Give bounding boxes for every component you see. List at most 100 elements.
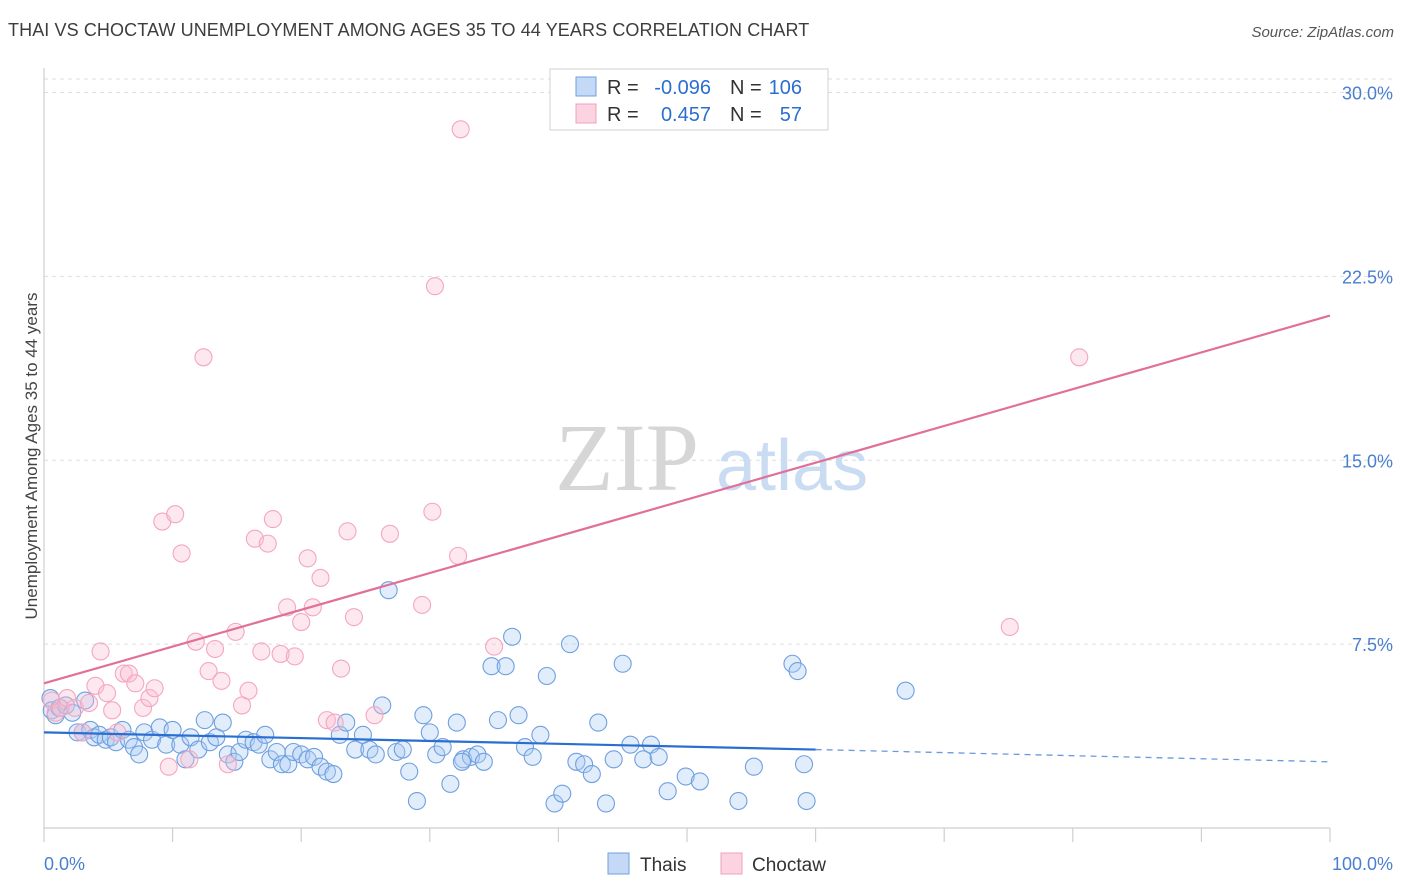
choctaw-point [97,684,117,703]
y-tick-label: 22.5% [1342,267,1393,287]
thais-point [545,794,564,813]
thais-point [366,745,385,764]
choctaw-point [108,723,127,742]
legend-choctaw-swatch [575,103,597,124]
thais-point [604,750,623,769]
thais-point [503,627,522,646]
choctaw-point [205,639,225,659]
choctaw-point [133,698,153,717]
choctaw-point [1070,348,1089,367]
thais-point [441,774,460,793]
watermark-zip: ZIP [555,404,699,511]
chart-source: Source: ZipAtlas.com [1251,24,1394,41]
thais-point [523,747,542,766]
thais-point [261,750,280,769]
thais-point [346,740,365,759]
choctaw-point [311,568,330,587]
choctaw-point [252,642,271,661]
choctaw-point [449,546,468,565]
thais-point [537,666,556,686]
choctaw-point [91,642,110,661]
bottom-legend: Thais Choctaw [607,852,826,876]
choctaw-point [332,659,351,678]
thais-point [256,725,275,744]
thais-point [189,740,208,759]
thais-point [400,762,419,781]
thais-point [496,657,515,676]
choctaw-point [413,595,432,614]
thais-trend-line [43,731,816,751]
thais-point [896,681,915,700]
bottom-legend-choctaw-label: Choctaw [752,855,826,876]
bottom-legend-thais-label: Thais [640,855,686,876]
choctaw-point [145,679,164,698]
choctaw-point [298,549,317,568]
choctaw-point [46,703,65,722]
thais-point [195,711,214,730]
choctaw-point [212,671,231,690]
thais-point [560,635,580,654]
legend-thais-n-value: 106 [769,77,802,99]
choctaw-point [423,502,442,521]
x-tick-label-min: 0.0% [44,854,85,874]
choctaw-point [119,664,138,683]
choctaw-point [180,750,199,769]
thais-point [582,765,601,784]
watermark-atlas: atlas [716,426,868,506]
legend-thais-n-label: N = [730,77,762,99]
x-tick-label-max: 100.0% [1332,854,1393,874]
choctaw-point [172,544,191,563]
thais-point [305,747,324,766]
choctaw-point [114,664,133,683]
thais-point [509,706,528,725]
thais-point [488,711,508,730]
thais-point [468,745,487,764]
thais-point [447,713,466,732]
thais-point [393,740,412,759]
chart-title: THAI VS CHOCTAW UNEMPLOYMENT AMONG AGES … [8,20,810,40]
thais-point [373,696,392,715]
thais-point [427,745,446,764]
choctaw-point [58,689,77,708]
thais-point [649,747,668,766]
watermark: ZIP atlas [555,404,868,511]
choctaw-point [258,534,277,553]
thais-point [272,755,291,774]
thais-point [474,752,493,771]
legend-thais-r-value: -0.096 [654,77,711,99]
y-tick-label: 15.0% [1342,451,1393,471]
thais-point [676,767,695,786]
choctaw-point [126,674,145,693]
thais-point [729,791,748,811]
thais-point [176,750,195,769]
choctaw-point [51,698,70,717]
choctaw-point [86,676,105,695]
choctaw-point [271,644,290,663]
legend-choctaw-n-label: N = [730,104,762,126]
thais-point [531,725,550,744]
choctaw-point [338,522,357,541]
trend-layer [43,314,1331,763]
thais-point [553,784,572,803]
thais-point [420,723,439,742]
y-tick-label: 7.5% [1352,635,1393,655]
thais-point [634,750,653,769]
choctaw-point [292,613,311,632]
thais-point [575,755,594,774]
choctaw-point [451,120,470,139]
legend-thais-swatch [575,76,597,97]
choctaw-point [239,681,258,700]
choctaw-point [194,348,213,367]
choctaw-point [166,505,185,524]
top-legend: R = -0.096 N = 106 R = 0.457 N = 57 [549,68,829,131]
choctaw-point [485,637,504,656]
choctaw-point [199,662,218,681]
choctaw-point [325,713,344,732]
thais-point [414,706,433,725]
thais-trend-extension [815,748,1331,763]
thais-point [658,782,677,801]
thais-point [482,657,501,676]
thais-point [130,745,149,764]
thais-point [744,757,763,776]
thais-point [407,791,426,811]
